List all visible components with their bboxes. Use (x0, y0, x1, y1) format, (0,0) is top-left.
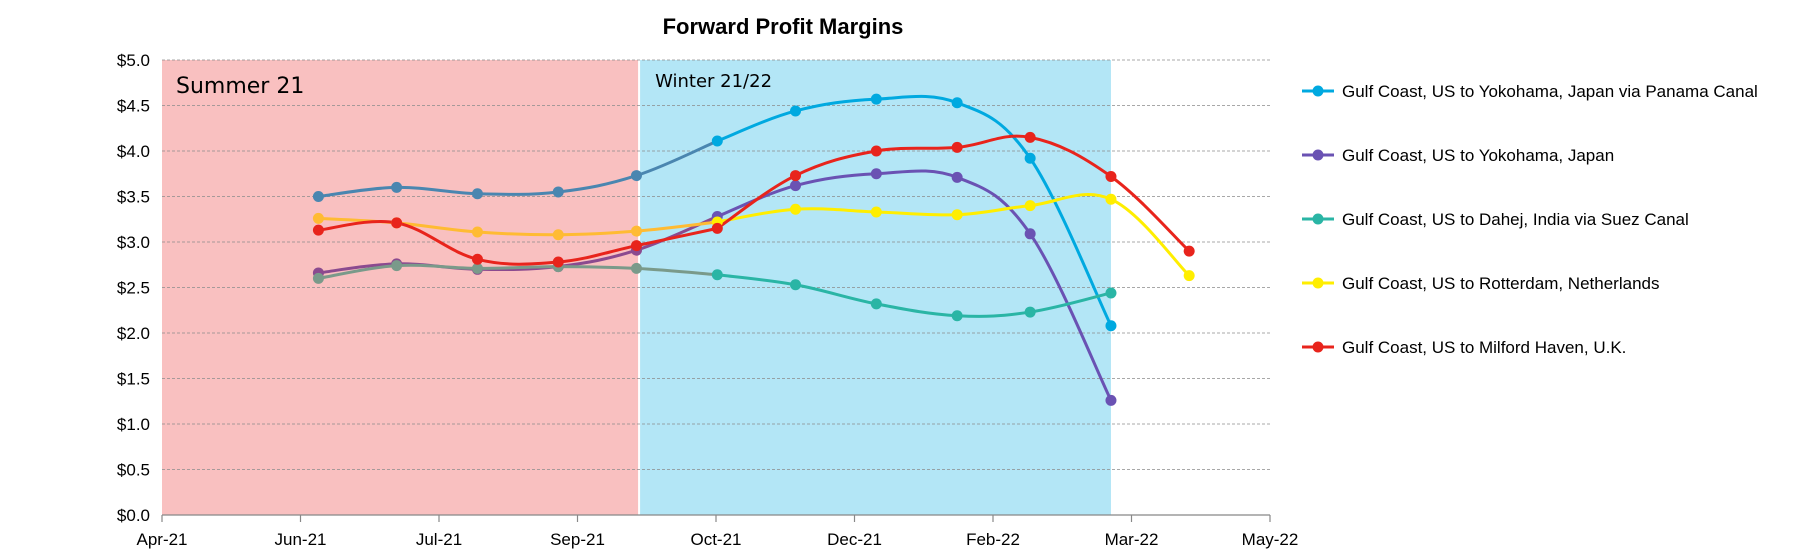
y-tick-label: $4.0 (117, 142, 150, 161)
data-point (870, 145, 882, 157)
legend-label: Gulf Coast, US to Dahej, India via Suez … (1342, 210, 1689, 229)
data-point (790, 170, 802, 182)
legend-label: Gulf Coast, US to Milford Haven, U.K. (1342, 338, 1626, 357)
data-point (870, 298, 882, 310)
data-point (312, 191, 324, 202)
data-point (630, 262, 642, 274)
data-point (312, 212, 324, 224)
legend-swatch-marker (1312, 341, 1324, 353)
legend-swatch-marker (1312, 277, 1324, 289)
x-tick-labels: Apr-21 Jun-21 Jul-21 Sep-21 Oct-21 Dec-21 Feb-… (136, 515, 1298, 549)
legend-item: Gulf Coast, US to Yokohama, Japan via Pa… (1302, 82, 1758, 101)
data-point (951, 209, 963, 221)
data-point (391, 260, 403, 272)
data-point (1024, 200, 1036, 212)
legend-label: Gulf Coast, US to Rotterdam, Netherlands (1342, 274, 1659, 293)
data-point (471, 226, 483, 238)
data-point (951, 141, 963, 153)
data-point (790, 279, 802, 291)
legend-item: Gulf Coast, US to Yokohama, Japan (1302, 146, 1614, 165)
legend-label: Gulf Coast, US to Yokohama, Japan via Pa… (1342, 82, 1758, 101)
y-tick-label: $3.5 (117, 188, 150, 207)
legend-item: Gulf Coast, US to Milford Haven, U.K. (1302, 338, 1626, 357)
data-point (1105, 193, 1117, 205)
y-tick-label: $4.5 (117, 97, 150, 116)
data-point (630, 225, 642, 237)
data-point (870, 206, 882, 218)
y-tick-label: $1.0 (117, 415, 150, 434)
x-tick-label: Mar-22 (1105, 530, 1159, 549)
y-tick-label: $2.5 (117, 279, 150, 298)
y-tick-label: $5.0 (117, 51, 150, 70)
legend-label: Gulf Coast, US to Yokohama, Japan (1342, 146, 1614, 165)
x-tick-label: Feb-22 (966, 530, 1020, 549)
y-tick-label: $1.5 (117, 370, 150, 389)
x-tick-label: Sep-21 (550, 530, 605, 549)
region-label: Winter 21/22 (655, 71, 772, 92)
legend: Gulf Coast, US to Yokohama, Japan via Pa… (1302, 82, 1758, 357)
data-point (471, 188, 483, 200)
data-point (1105, 394, 1117, 406)
legend-item: Gulf Coast, US to Rotterdam, Netherlands (1302, 274, 1659, 293)
data-point (951, 310, 963, 322)
data-point (951, 97, 963, 109)
data-point (951, 171, 963, 183)
data-point (552, 186, 564, 198)
x-tick-label: May-22 (1242, 530, 1299, 549)
data-point (471, 262, 483, 274)
data-point (1024, 152, 1036, 164)
data-point (391, 217, 403, 229)
x-tick-label: Jun-21 (275, 530, 327, 549)
data-point (790, 180, 802, 192)
data-point (552, 256, 564, 268)
data-point (471, 253, 483, 265)
y-tick-label: $0.0 (117, 506, 150, 525)
data-point (630, 240, 642, 252)
y-tick-label: $3.0 (117, 233, 150, 252)
legend-swatch-marker (1312, 213, 1324, 225)
data-point (312, 272, 324, 284)
x-tick-label: Oct-21 (690, 530, 741, 549)
data-point (711, 135, 723, 147)
series-points (312, 93, 1195, 406)
data-point (630, 170, 642, 182)
data-point (1105, 287, 1117, 299)
legend-item: Gulf Coast, US to Dahej, India via Suez … (1302, 210, 1689, 229)
region-label: Summer 21 (176, 74, 304, 99)
data-point (552, 229, 564, 241)
legend-swatch-marker (1312, 149, 1324, 161)
data-point (1105, 170, 1117, 182)
data-point (312, 224, 324, 236)
x-tick-label: Dec-21 (827, 530, 882, 549)
y-tick-label: $2.0 (117, 324, 150, 343)
chart-title: Forward Profit Margins (663, 14, 904, 39)
x-tick-label: Jul-21 (416, 530, 462, 549)
data-point (870, 168, 882, 180)
y-tick-label: $0.5 (117, 461, 150, 480)
data-point (1024, 131, 1036, 143)
data-point (711, 269, 723, 281)
data-point (1105, 320, 1117, 332)
legend-swatch-marker (1312, 85, 1324, 97)
data-point (1024, 306, 1036, 318)
data-point (1183, 270, 1195, 282)
data-point (1183, 245, 1195, 257)
data-point (790, 203, 802, 215)
data-point (870, 93, 882, 105)
x-tick-label: Apr-21 (136, 530, 187, 549)
data-point (1024, 228, 1036, 240)
data-point (711, 222, 723, 234)
y-tick-labels: $0.0 $0.5 $1.0 $1.5 $2.0 $2.5 $3.0 $3.5 $4.0 $4.5… (117, 51, 150, 525)
data-point (391, 181, 403, 193)
data-point (790, 105, 802, 117)
